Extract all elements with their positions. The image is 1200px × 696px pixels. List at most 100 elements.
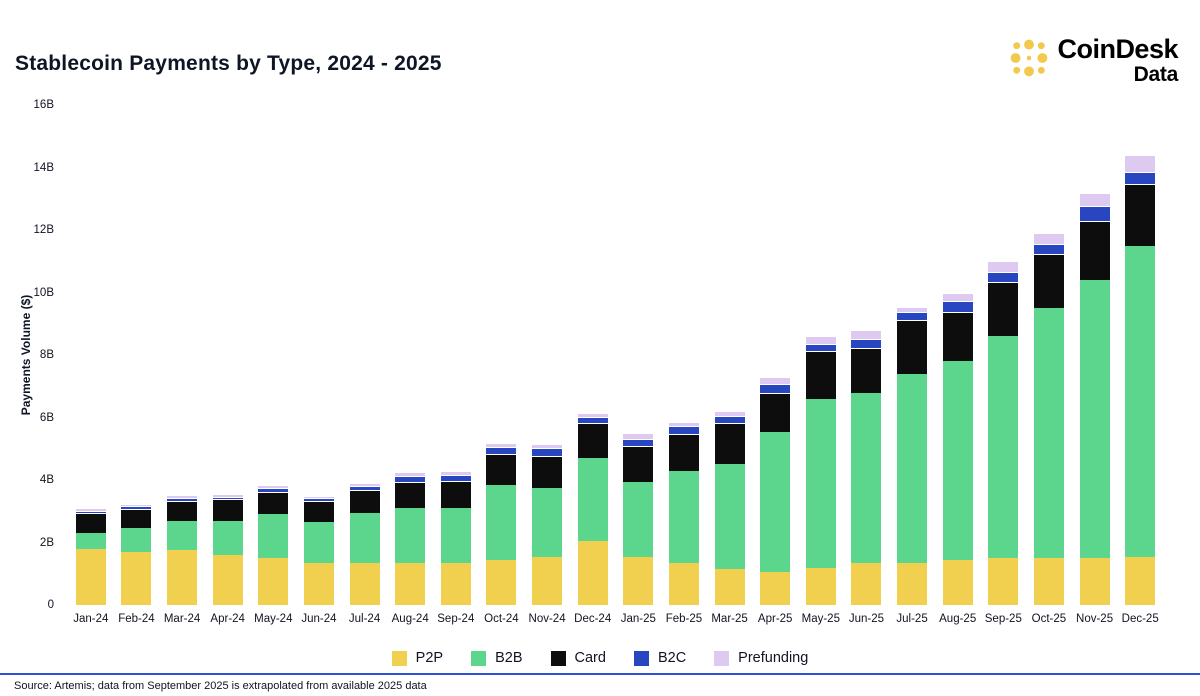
bar-segment-b2c bbox=[1125, 172, 1156, 185]
bar-column bbox=[935, 105, 981, 605]
bar-segment-b2b bbox=[303, 522, 334, 563]
x-tick-label: Mar-25 bbox=[711, 613, 748, 625]
logo-dots-group bbox=[1011, 39, 1048, 77]
bar-column bbox=[433, 105, 479, 605]
coindesk-dots-icon bbox=[1011, 39, 1048, 77]
bar-stack bbox=[988, 105, 1019, 605]
legend: P2P B2B Card B2C Prefunding bbox=[0, 650, 1200, 666]
bar-column bbox=[251, 105, 297, 605]
x-tick-label: Oct-24 bbox=[484, 613, 519, 625]
legend-item-b2b: B2B bbox=[471, 650, 523, 666]
bar-column bbox=[752, 105, 798, 605]
bar-column bbox=[296, 105, 342, 605]
bar-segment-b2c bbox=[486, 447, 517, 455]
bar-segment-b2c bbox=[349, 487, 380, 491]
bar-stack bbox=[623, 105, 654, 605]
bar-segment-b2c bbox=[303, 499, 334, 502]
bar-segment-card bbox=[851, 348, 882, 393]
bar-segment-b2c bbox=[212, 497, 243, 501]
bar-stack bbox=[303, 105, 334, 605]
y-tick-label: 14B bbox=[33, 161, 54, 174]
bar-segment-b2c bbox=[805, 344, 836, 352]
legend-label: B2C bbox=[657, 650, 687, 666]
x-tick-label: Aug-24 bbox=[391, 613, 429, 625]
x-tick-label: Jun-24 bbox=[301, 613, 337, 625]
source-note: Source: Artemis; data from September 202… bbox=[14, 680, 427, 692]
bar-segment-b2c bbox=[897, 313, 928, 321]
bar-column bbox=[342, 105, 388, 605]
bar-segment-card bbox=[805, 351, 836, 399]
bar-stack bbox=[1079, 105, 1110, 605]
y-tick-label: 12B bbox=[33, 224, 54, 236]
bar-segment-card bbox=[167, 501, 198, 521]
bar-segment-b2c bbox=[121, 507, 152, 510]
bar-column bbox=[479, 105, 525, 605]
bar-segment-b2c bbox=[167, 498, 198, 502]
bar-segment-b2c bbox=[851, 339, 882, 349]
bar-segment-b2b bbox=[258, 514, 289, 559]
y-tick-label: 10B bbox=[33, 286, 54, 299]
bar-column bbox=[981, 105, 1027, 605]
bar-segment-p2p bbox=[1125, 556, 1156, 605]
bar-segment-prefunding bbox=[212, 495, 243, 498]
bar-segment-prefunding bbox=[760, 378, 791, 386]
bar-segment-prefunding bbox=[714, 412, 745, 417]
bar-segment-p2p bbox=[1079, 558, 1110, 605]
bar-column bbox=[707, 105, 753, 605]
bar-stack bbox=[1033, 105, 1064, 605]
chart-title: Stablecoin Payments by Type, 2024 - 2025 bbox=[15, 52, 442, 75]
logo-sub-text: Data bbox=[1133, 62, 1179, 86]
legend-label: Card bbox=[574, 650, 606, 666]
bar-stack bbox=[577, 105, 608, 605]
legend-label: B2B bbox=[495, 650, 523, 666]
bar-segment-prefunding bbox=[440, 471, 471, 476]
bar-segment-prefunding bbox=[668, 423, 699, 428]
bar-segment-b2c bbox=[1033, 244, 1064, 255]
bar-segment-p2p bbox=[303, 562, 334, 605]
coindesk-logo: CoinDesk Data bbox=[1010, 35, 1179, 86]
bar-segment-prefunding bbox=[349, 484, 380, 488]
bar-segment-p2p bbox=[395, 562, 426, 605]
bar-segment-prefunding bbox=[942, 293, 973, 303]
bar-segment-b2c bbox=[532, 449, 563, 457]
bar-column bbox=[68, 105, 114, 605]
legend-swatch bbox=[714, 650, 730, 666]
bar-segment-b2c bbox=[1079, 207, 1110, 223]
x-tick-label: May-25 bbox=[801, 613, 840, 625]
bar-segment-b2b bbox=[714, 464, 745, 570]
legend-label: P2P bbox=[415, 650, 444, 666]
bar-segment-b2c bbox=[395, 477, 426, 484]
bar-segment-card bbox=[623, 447, 654, 482]
bar-column bbox=[889, 105, 935, 605]
x-tick-label: Apr-25 bbox=[757, 613, 793, 625]
x-tick-label: Feb-25 bbox=[665, 613, 703, 625]
bar-segment-b2b bbox=[1125, 245, 1156, 557]
bar-segment-card bbox=[258, 492, 289, 515]
bar-segment-b2c bbox=[440, 475, 471, 482]
bar-column bbox=[205, 105, 251, 605]
bar-stack bbox=[668, 105, 699, 605]
bar-segment-card bbox=[440, 481, 471, 509]
bar-segment-prefunding bbox=[897, 307, 928, 314]
x-tick-label: Oct-25 bbox=[1031, 613, 1067, 625]
bar-segment-p2p bbox=[714, 569, 745, 605]
bar-segment-card bbox=[1033, 255, 1064, 309]
bar-segment-p2p bbox=[532, 556, 563, 605]
bar-segment-card bbox=[303, 501, 334, 523]
x-axis-labels: Jan-24 Feb-24 Mar-24 Apr-24 May-24 Jun-24 Jul-… bbox=[68, 613, 1163, 625]
bar-segment-prefunding bbox=[167, 496, 198, 499]
legend-swatch bbox=[391, 650, 407, 666]
x-tick-label: Dec-25 bbox=[1121, 613, 1159, 625]
x-tick-label: Nov-25 bbox=[1076, 613, 1114, 625]
bar-segment-p2p bbox=[486, 559, 517, 605]
bar-segment-prefunding bbox=[532, 445, 563, 450]
bar-segment-prefunding bbox=[75, 509, 106, 512]
x-tick-label: Sep-24 bbox=[437, 613, 475, 625]
bar-stack bbox=[167, 105, 198, 605]
bar-stack bbox=[349, 105, 380, 605]
bar-segment-b2b bbox=[121, 528, 152, 552]
bar-segment-b2b bbox=[942, 361, 973, 560]
bar-stack bbox=[486, 105, 517, 605]
legend-item-card: Card bbox=[550, 650, 606, 666]
bar-segment-b2b bbox=[212, 520, 243, 555]
